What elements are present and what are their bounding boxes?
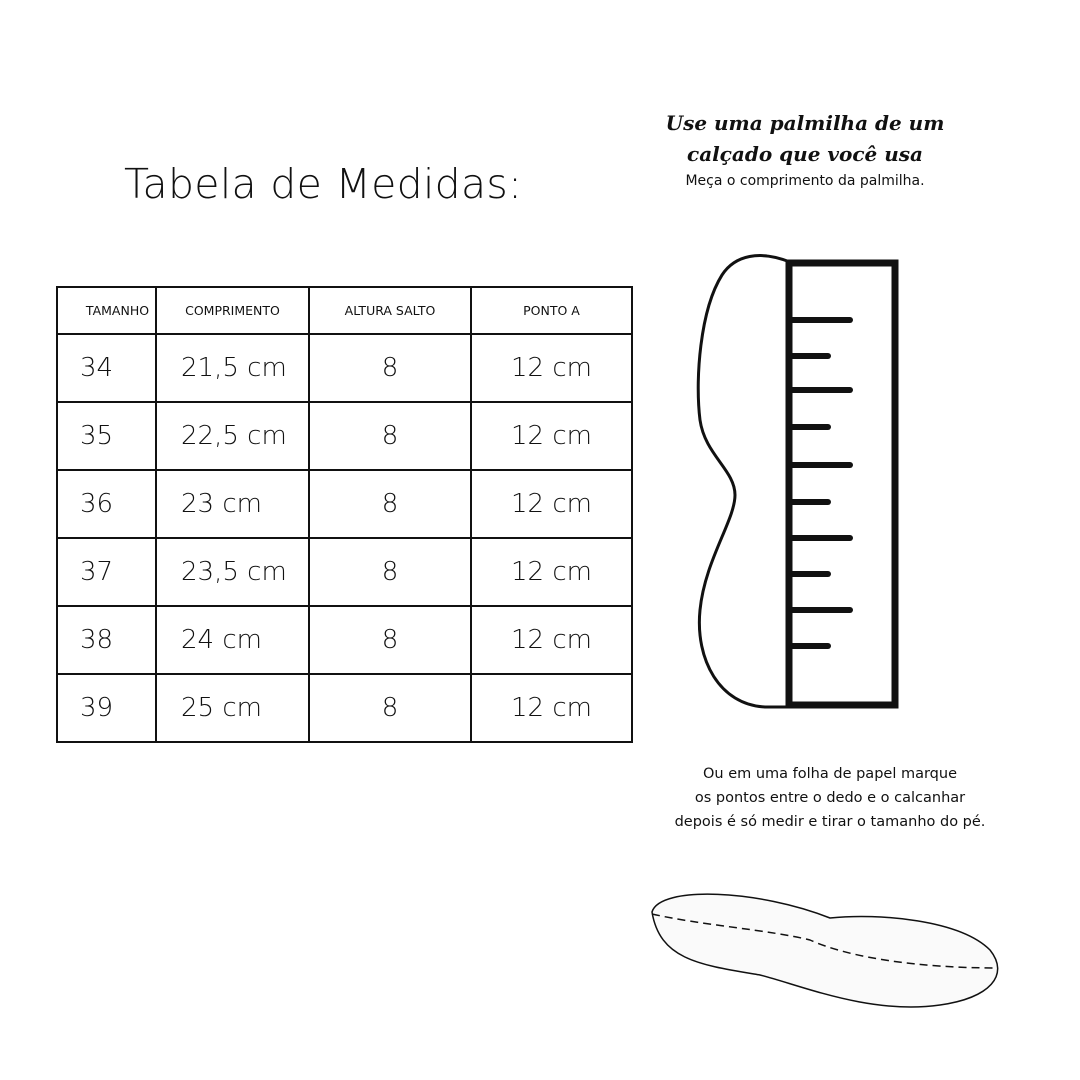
ruler [785, 259, 899, 709]
cell-length: 23,5 cm [155, 537, 310, 607]
cell-point-a: 12 cm [470, 469, 633, 539]
cell-length: 25 cm [155, 673, 310, 743]
cell-point-a: 12 cm [470, 673, 633, 743]
instruction-subtext: Meça o comprimento da palmilha. [685, 173, 925, 189]
cell-size: 39 [56, 673, 157, 743]
cell-heel-height: 8 [308, 537, 472, 607]
cell-size: 38 [56, 605, 157, 675]
cell-heel-height: 8 [308, 333, 472, 403]
header-heel-height: ALTURA SALTO [308, 286, 472, 335]
header-size: TAMANHO [56, 286, 157, 335]
cell-length: 21,5 cm [155, 333, 310, 403]
table-header-row: TAMANHO COMPRIMENTO ALTURA SALTO PONTO A [56, 286, 633, 335]
cell-point-a: 12 cm [470, 605, 633, 675]
cell-heel-height: 8 [308, 469, 472, 539]
cell-size: 36 [56, 469, 157, 539]
cell-heel-height: 8 [308, 401, 472, 471]
table-row: 37 23,5 cm 8 12 cm [56, 537, 633, 607]
instruction-heading-line: calçado que você usa [687, 142, 923, 166]
size-table: TAMANHO COMPRIMENTO ALTURA SALTO PONTO A… [56, 286, 633, 743]
alternative-instructions: Ou em uma folha de papel marque os ponto… [620, 762, 1040, 834]
table-row: 36 23 cm 8 12 cm [56, 469, 633, 539]
cell-length: 24 cm [155, 605, 310, 675]
instruction-heading-line: Use uma palmilha de um [665, 111, 945, 135]
table-row: 34 21,5 cm 8 12 cm [56, 333, 633, 403]
cell-size: 35 [56, 401, 157, 471]
table-row: 39 25 cm 8 12 cm [56, 673, 633, 743]
page-title: Tabela de Medidas: [124, 160, 523, 208]
alt-instruction-line: Ou em uma folha de papel marque [703, 766, 957, 782]
cell-point-a: 12 cm [470, 537, 633, 607]
ruler-ticks [789, 317, 853, 649]
alt-instruction-line: depois é só medir e tirar o tamanho do p… [674, 814, 986, 830]
header-length: COMPRIMENTO [155, 286, 310, 335]
instruction-heading: Use uma palmilha de um calçado que você … [640, 108, 970, 170]
cell-size: 37 [56, 537, 157, 607]
cell-size: 34 [56, 333, 157, 403]
insole-ruler-illustration [696, 254, 899, 709]
cell-heel-height: 8 [308, 605, 472, 675]
header-point-a: PONTO A [470, 286, 633, 335]
insole-outline [696, 254, 791, 709]
cell-length: 23 cm [155, 469, 310, 539]
cell-length: 22,5 cm [155, 401, 310, 471]
table-row: 38 24 cm 8 12 cm [56, 605, 633, 675]
alt-instruction-line: os pontos entre o dedo e o calcanhar [694, 790, 966, 806]
table-row: 35 22,5 cm 8 12 cm [56, 401, 633, 471]
cell-point-a: 12 cm [470, 401, 633, 471]
cell-heel-height: 8 [308, 673, 472, 743]
foot-outline-illustration [651, 893, 999, 1008]
cell-point-a: 12 cm [470, 333, 633, 403]
